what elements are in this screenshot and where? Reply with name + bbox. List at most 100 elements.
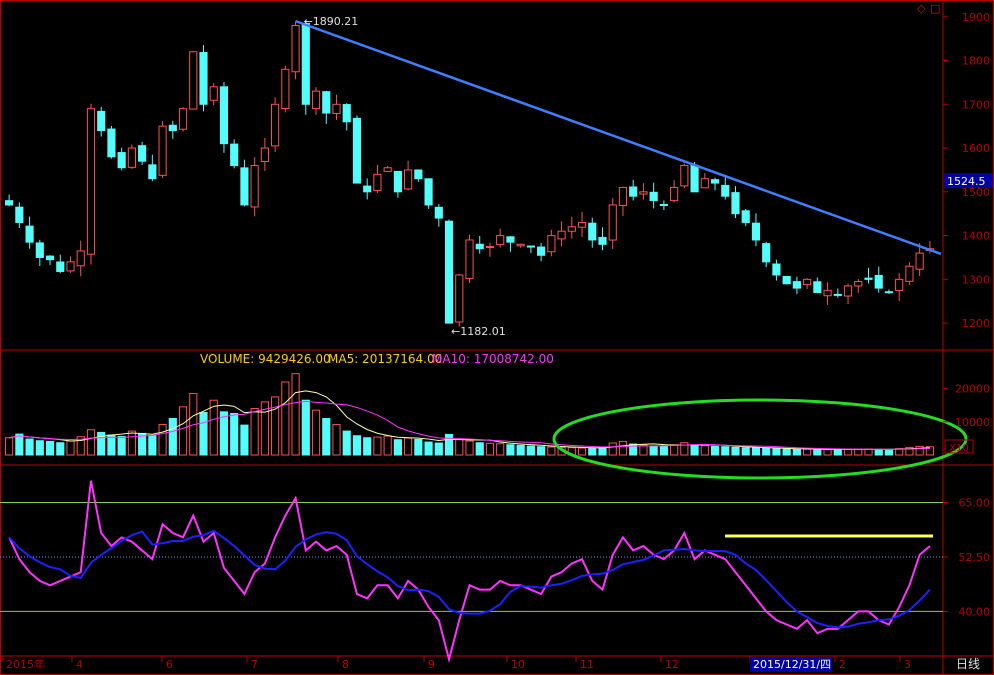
volume-bar xyxy=(76,436,85,456)
volume-bar xyxy=(485,442,495,456)
candle xyxy=(526,245,535,254)
candle xyxy=(762,241,771,268)
volume-bar xyxy=(363,437,372,456)
ma5-label: MA5: 20137164.00 xyxy=(328,352,443,366)
candle xyxy=(260,137,269,171)
volume-bar xyxy=(598,447,607,456)
candle xyxy=(66,256,75,273)
candle xyxy=(608,197,617,250)
candle xyxy=(219,82,229,153)
volume-bar xyxy=(332,423,341,456)
volume-bar xyxy=(311,409,321,456)
price-tick-label: 1800 xyxy=(962,55,990,68)
candle xyxy=(373,164,382,193)
volume-bar xyxy=(577,447,587,456)
diamond-icon[interactable]: ◇ xyxy=(917,2,926,15)
volume-bar xyxy=(537,446,546,456)
volume-bar xyxy=(158,423,167,456)
volume-bar xyxy=(915,445,924,456)
volume-bar xyxy=(414,438,423,456)
candle xyxy=(751,213,761,247)
volume-unit-label: X10 xyxy=(949,443,969,454)
volume-bar xyxy=(373,436,382,456)
volume-bar xyxy=(322,417,331,456)
candle xyxy=(25,216,34,249)
vol-indicator-name: VOL-TDX(5,10) xyxy=(2,352,91,366)
candle xyxy=(5,194,14,207)
volume-bar xyxy=(383,435,392,456)
volume-bar xyxy=(751,447,761,456)
candle xyxy=(567,216,576,239)
candle xyxy=(803,278,812,290)
axis-labels: 1900 1800 1700 1600 1500 1400 1300 1200 20000 100… xyxy=(1,11,991,672)
candle xyxy=(35,239,44,267)
time-tick-label: 11 xyxy=(580,658,594,671)
volume-bar xyxy=(629,443,638,456)
volume-bar xyxy=(465,440,474,456)
ma10-label: MA10: 17008742.00 xyxy=(432,352,554,366)
candle xyxy=(209,83,218,106)
candle xyxy=(271,97,280,152)
volume-bar xyxy=(649,445,658,456)
rsi-tick-label: 65.00 xyxy=(959,497,991,510)
candle xyxy=(700,173,709,189)
time-tick-label: 3 xyxy=(904,658,911,671)
rsi-slow-line xyxy=(8,529,931,629)
vvol-label: VVOL: 9429426.00 xyxy=(88,352,201,366)
candle xyxy=(588,217,597,248)
box-icon[interactable]: □ xyxy=(930,2,941,15)
price-tick-label: 1900 xyxy=(962,11,990,24)
candle xyxy=(311,87,321,116)
volume-bar xyxy=(496,443,505,456)
rsi-lines xyxy=(0,480,943,664)
volume-bar xyxy=(168,417,177,456)
volume-bar xyxy=(700,444,709,456)
volume-tick-label: 20000 xyxy=(955,383,990,396)
volume-label: VOLUME: 9429426.00 xyxy=(200,352,331,366)
candle xyxy=(629,179,638,201)
volume-bar xyxy=(710,445,720,456)
candle xyxy=(659,200,668,211)
time-tick-label: 7 xyxy=(251,658,258,671)
volume-bar xyxy=(352,435,362,456)
ma10-line xyxy=(9,400,930,450)
candle xyxy=(342,103,351,131)
volume-bar xyxy=(721,446,730,456)
candle xyxy=(332,94,341,120)
volume-bar xyxy=(86,429,96,456)
candle xyxy=(516,243,525,248)
price-tick-label: 1400 xyxy=(962,230,990,243)
candle xyxy=(557,221,566,247)
candle xyxy=(895,272,904,302)
volume-bar xyxy=(792,448,801,456)
volume-bar xyxy=(905,446,914,456)
candle xyxy=(127,144,136,170)
volume-bar xyxy=(209,399,218,456)
volume-bar xyxy=(291,373,300,456)
candle xyxy=(281,65,290,113)
candle xyxy=(363,178,372,200)
candle xyxy=(485,242,495,257)
volume-bar xyxy=(803,448,812,456)
volume-bar xyxy=(823,449,832,456)
volume-bar xyxy=(271,396,280,456)
candle xyxy=(404,160,413,191)
volume-bar xyxy=(516,444,525,456)
time-tick-label: 6 xyxy=(166,658,173,671)
candle xyxy=(670,180,679,203)
volume-bar xyxy=(281,381,290,456)
annotations: ←1890.21 ←1182.01 1524.5 xyxy=(304,15,993,538)
volume-bar xyxy=(475,442,484,456)
candle xyxy=(864,267,873,284)
candle xyxy=(240,159,249,207)
candle xyxy=(721,177,730,200)
volume-bar xyxy=(731,446,740,456)
volume-bar xyxy=(107,434,116,456)
candle xyxy=(414,169,423,182)
volume-bar xyxy=(843,448,853,456)
volume-bar xyxy=(35,440,44,456)
volume-bar xyxy=(97,431,106,456)
volume-bar xyxy=(772,448,781,456)
candle xyxy=(465,234,474,283)
candle xyxy=(547,229,556,257)
